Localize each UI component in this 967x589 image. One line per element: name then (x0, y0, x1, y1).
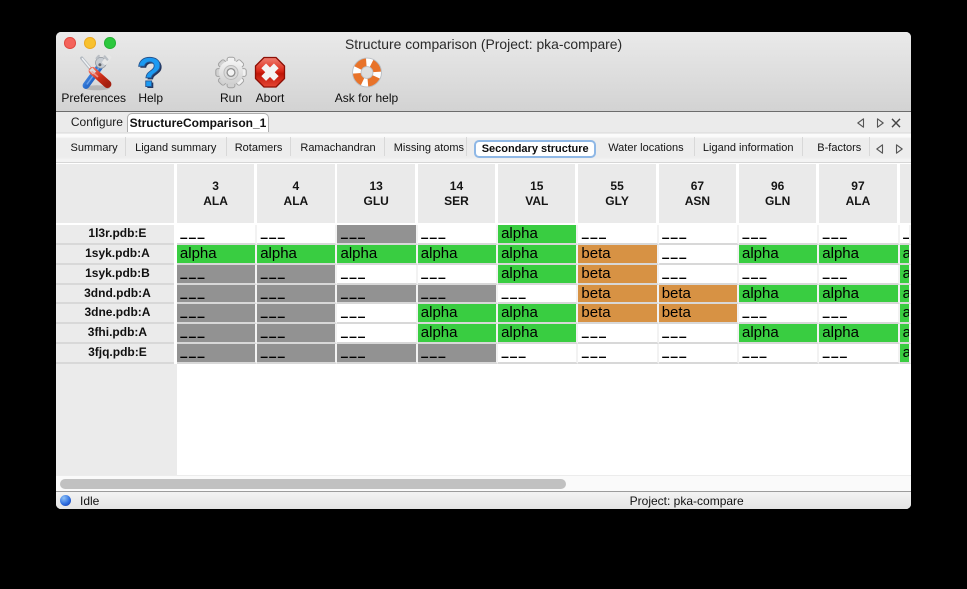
svg-text:?: ? (139, 50, 165, 97)
svg-text:?: ? (137, 48, 163, 95)
